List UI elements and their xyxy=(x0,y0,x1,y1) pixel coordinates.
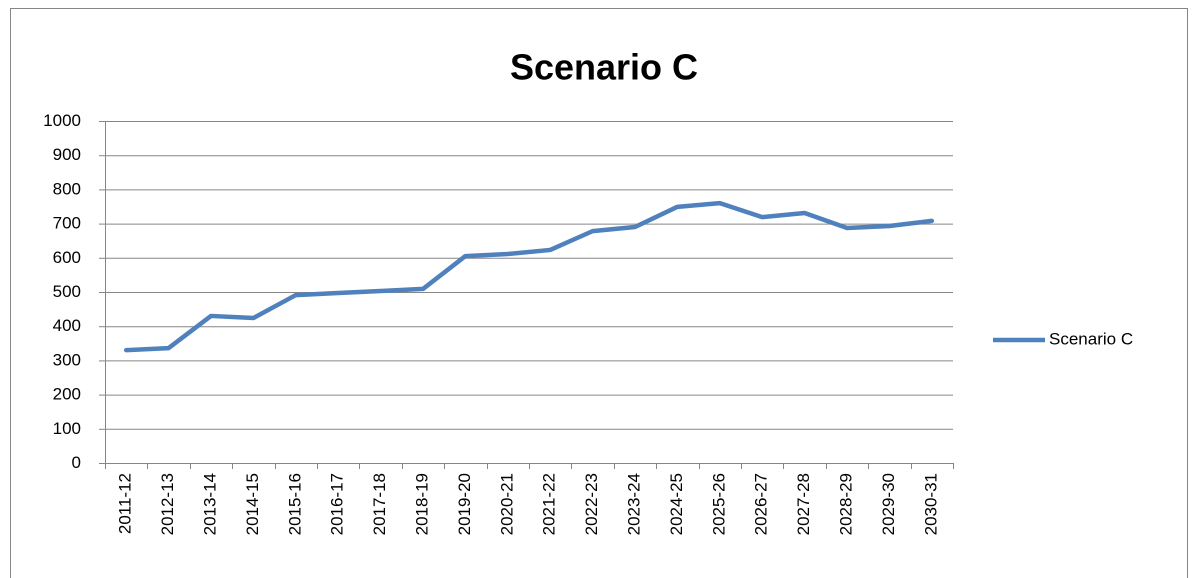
x-tick-label: 2022-23 xyxy=(582,473,601,535)
y-tick-label: 900 xyxy=(53,145,81,164)
x-tick-label: 2021-22 xyxy=(540,473,559,535)
y-tick-label: 300 xyxy=(53,350,81,369)
x-tick-label: 2014-15 xyxy=(243,473,262,535)
x-tick-label: 2026-27 xyxy=(752,473,771,535)
y-tick-label: 500 xyxy=(53,282,81,301)
x-tick-label: 2015-16 xyxy=(285,473,304,535)
y-tick-label: 1000 xyxy=(43,111,81,130)
line xyxy=(123,200,935,353)
y-tick-label: 0 xyxy=(72,453,81,472)
x-tick-label: 2019-20 xyxy=(455,473,474,535)
x-tick-label: 2030-31 xyxy=(921,473,940,535)
x-tick-label: 2028-29 xyxy=(836,473,855,535)
chart-title: Scenario C xyxy=(510,47,698,88)
y-tick-label: 400 xyxy=(53,316,81,335)
x-tick-label: 2024-25 xyxy=(667,473,686,535)
x-tick-label: 2017-18 xyxy=(370,473,389,535)
y-tick-label: 700 xyxy=(53,214,81,233)
chart-border xyxy=(10,8,1188,578)
x-tick-label: 2025-26 xyxy=(709,473,728,535)
x-tick-label: 2027-28 xyxy=(794,473,813,535)
y-tick-label: 200 xyxy=(53,385,81,404)
y-tick-label: 800 xyxy=(53,179,81,198)
x-tick-label: 2012-13 xyxy=(158,473,177,535)
x-tick-label: 2020-21 xyxy=(497,473,516,535)
y-tick-label: 100 xyxy=(53,419,81,438)
y-tick-label: 600 xyxy=(53,248,81,267)
x-tick-label: 2018-19 xyxy=(412,473,431,535)
x-tick-label: 2013-14 xyxy=(200,473,219,535)
x-tick-label: 2011-12 xyxy=(116,473,135,534)
legend-label: Scenario C xyxy=(1049,329,1133,348)
x-tick-label: 2016-17 xyxy=(328,473,347,535)
x-tick-label: 2029-30 xyxy=(879,473,898,535)
x-tick-label: 2023-24 xyxy=(624,473,643,535)
